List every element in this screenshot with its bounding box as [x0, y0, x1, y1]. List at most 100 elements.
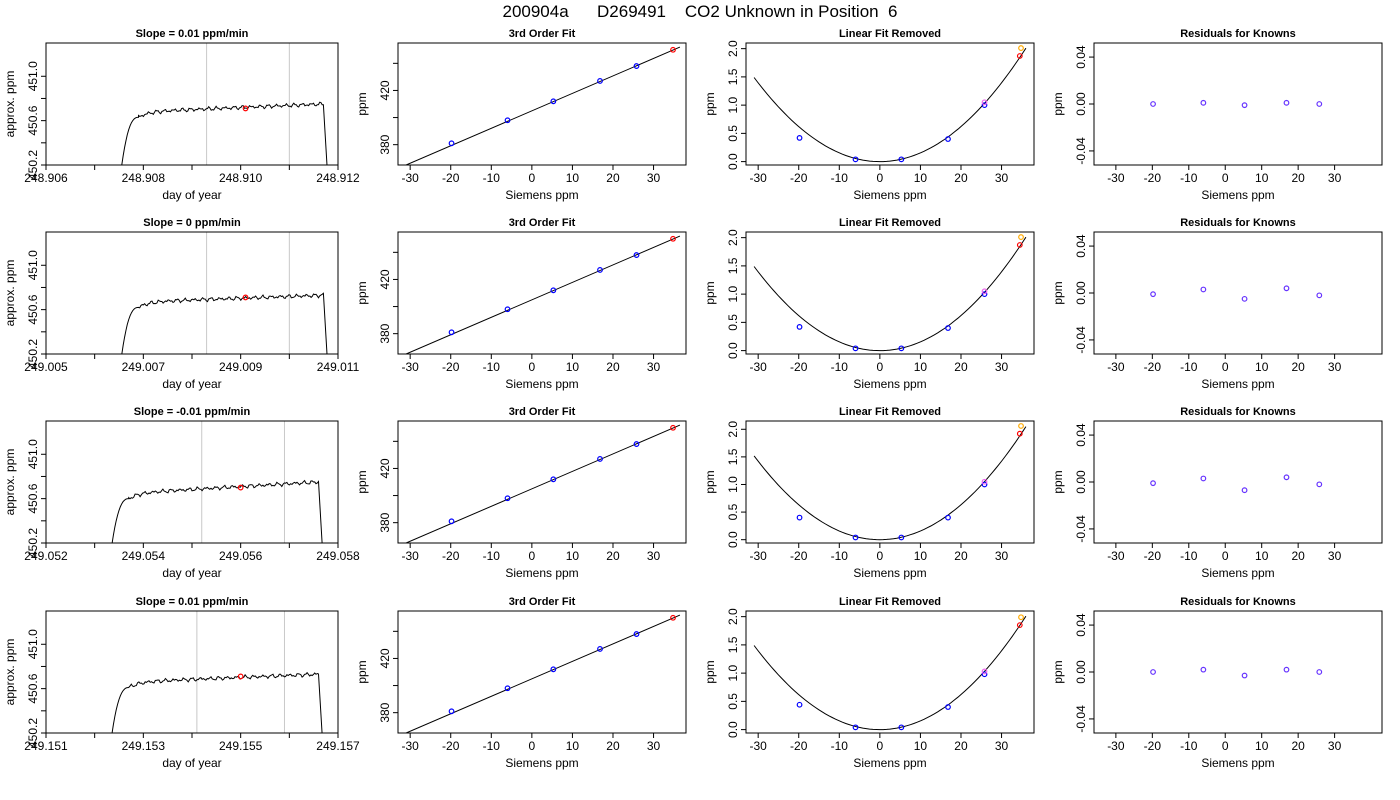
panel-title: Linear Fit Removed — [839, 28, 941, 40]
plot-frame — [45, 42, 339, 166]
x-tick-label: -10 — [1180, 360, 1198, 374]
panel-r1c3: Linear Fit Removed -30 -20 -10 0 10 20 30 0.0 0.5… — [703, 28, 1035, 202]
data-point — [597, 267, 603, 273]
x-tick-label: -10 — [1180, 171, 1198, 185]
data-point — [898, 724, 905, 731]
x-tick-label: 0 — [877, 549, 884, 563]
x-tick-label: -30 — [401, 171, 419, 185]
panel-title: 3rd Order Fit — [509, 28, 576, 40]
y-axis-label: ppm — [1051, 92, 1065, 115]
y-tick-label: 0.5 — [726, 314, 740, 331]
y-tick-label: 0.5 — [726, 125, 740, 142]
plot-area — [1150, 285, 1323, 302]
data-point — [1283, 285, 1290, 292]
y-tick-label: 1.5 — [726, 636, 740, 653]
x-axis-label: Siemens ppm — [505, 756, 578, 770]
mean-marker — [242, 294, 249, 301]
data-point — [1018, 45, 1024, 51]
x-tick-label: 30 — [1328, 360, 1342, 374]
data-point — [981, 668, 988, 675]
data-point — [670, 235, 676, 242]
x-tick-label: -30 — [401, 549, 419, 563]
y-tick-label: 451.0 — [26, 439, 40, 469]
x-tick-label: 248.908 — [122, 171, 166, 185]
x-tick-label: -10 — [1180, 549, 1198, 563]
x-tick-label: -20 — [442, 739, 460, 753]
x-tick-label: -10 — [831, 549, 849, 563]
data-point — [597, 78, 603, 84]
y-tick-label: 0.04 — [1074, 45, 1088, 69]
y-tick-label: -0.04 — [1074, 705, 1088, 733]
panel-r3c4: Residuals for Knowns -30 -20 -10 0 10 20 30 -0.0… — [1051, 406, 1383, 580]
plot-area — [753, 614, 1027, 731]
plot-frame — [1093, 610, 1383, 734]
data-point — [898, 534, 905, 541]
plot-area — [753, 423, 1027, 541]
plot-frame — [745, 42, 1035, 166]
x-tick-label: -20 — [1144, 739, 1162, 753]
y-tick-label: -0.04 — [1074, 137, 1088, 165]
data-point — [945, 704, 951, 710]
y-tick-label: 450.2 — [26, 339, 40, 369]
x-tick-label: 249.157 — [316, 739, 360, 753]
x-tick-label: 20 — [1291, 360, 1305, 374]
data-point — [1200, 286, 1207, 293]
y-tick-label: 2.0 — [726, 40, 740, 57]
y-tick-label: 1.0 — [726, 476, 740, 493]
x-tick-label: -20 — [790, 739, 808, 753]
x-tick-label: 10 — [1255, 739, 1269, 753]
y-tick-label: 380 — [378, 512, 392, 532]
data-point — [981, 99, 988, 106]
x-axis-label: Siemens ppm — [853, 566, 926, 580]
x-tick-label: 249.058 — [316, 549, 360, 563]
x-tick-label: 10 — [566, 549, 580, 563]
y-tick-label: 450.6 — [26, 294, 40, 324]
mean-marker — [237, 484, 244, 491]
data-point — [981, 671, 988, 678]
x-tick-label: -20 — [442, 549, 460, 563]
residual-curve — [753, 236, 1027, 352]
x-tick-label: -10 — [483, 171, 501, 185]
x-tick-label: 10 — [566, 171, 580, 185]
panel-r4c2: 3rd Order Fit -30 -20 -10 0 10 20 30 380 420 Sieme… — [355, 596, 687, 770]
y-axis-label: ppm — [355, 92, 369, 115]
y-tick-label: 0.00 — [1074, 281, 1088, 305]
x-tick-label: 20 — [954, 549, 968, 563]
data-point — [981, 102, 988, 109]
panel-r3c1: Slope = -0.01 ppm/min 249.052 249.054 249.0… — [3, 406, 360, 580]
data-point — [633, 63, 640, 69]
y-tick-label: 0.00 — [1074, 660, 1088, 684]
data-point — [633, 252, 640, 258]
x-tick-label: 20 — [1291, 549, 1305, 563]
plot-area — [405, 235, 681, 354]
data-point — [597, 456, 603, 462]
y-tick-label: 0.0 — [726, 721, 740, 738]
panel-r1c1: Slope = 0.01 ppm/min 248.906 248.908 248.91… — [3, 28, 360, 202]
data-point — [945, 325, 951, 331]
x-tick-label: 10 — [1255, 360, 1269, 374]
data-point — [550, 98, 557, 105]
data-point — [1150, 101, 1156, 107]
data-point — [852, 534, 859, 541]
x-tick-label: 30 — [647, 171, 661, 185]
data-point — [504, 495, 511, 502]
x-tick-label: 20 — [1291, 739, 1305, 753]
data-point — [504, 685, 511, 692]
y-tick-label: 450.2 — [26, 718, 40, 748]
y-tick-label: 0.0 — [726, 342, 740, 359]
y-axis-label: ppm — [703, 660, 717, 683]
plot-area — [1150, 474, 1323, 494]
data-point — [981, 481, 988, 488]
panel-title: 3rd Order Fit — [509, 406, 576, 418]
y-axis-label: ppm — [703, 470, 717, 493]
y-tick-label: 1.5 — [726, 257, 740, 274]
y-tick-label: 0.0 — [726, 153, 740, 170]
data-point — [1316, 292, 1323, 299]
y-tick-label: -0.04 — [1074, 515, 1088, 543]
residual-curve — [753, 615, 1027, 731]
data-point — [945, 136, 951, 142]
y-axis-label: approx. ppm — [3, 71, 17, 138]
panel-r2c2: 3rd Order Fit -30 -20 -10 0 10 20 30 380 420 Sieme… — [355, 217, 687, 391]
x-tick-label: -30 — [749, 739, 767, 753]
y-tick-label: 420 — [378, 648, 392, 668]
